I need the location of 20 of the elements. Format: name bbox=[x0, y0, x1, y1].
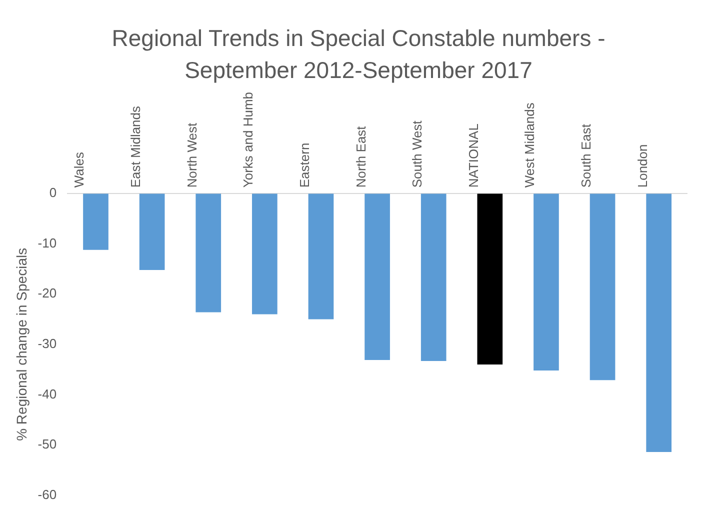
y-tick-label: -40 bbox=[38, 386, 57, 402]
x-tick-label: East Midlands bbox=[128, 105, 144, 188]
x-tick-label: South West bbox=[410, 120, 425, 188]
y-tick-label: -50 bbox=[38, 436, 57, 452]
y-tick-label: -20 bbox=[38, 286, 57, 301]
x-tick-label: Wales bbox=[72, 151, 87, 188]
chart-title: Regional Trends in Special Constable numbers - September 2012-September 2017 bbox=[110, 24, 606, 85]
x-tick-label: West Midlands bbox=[522, 102, 538, 188]
x-tick-label: South East bbox=[578, 124, 594, 188]
y-tick-label: -10 bbox=[38, 235, 57, 250]
x-tick-label: North West bbox=[184, 122, 200, 188]
x-tick-label: North East bbox=[353, 126, 368, 188]
x-tick-label: Yorks and Humb bbox=[240, 92, 256, 188]
y-tick-label: -60 bbox=[38, 486, 57, 502]
x-tick-label: NATIONAL bbox=[466, 124, 481, 188]
y-axis-title: % Regional change in Specials bbox=[13, 248, 30, 441]
y-tick-label: -30 bbox=[38, 336, 57, 351]
x-tick-label: London bbox=[634, 144, 650, 188]
x-tick-label: Eastern bbox=[296, 142, 312, 188]
y-tick-label: 0 bbox=[49, 185, 57, 200]
